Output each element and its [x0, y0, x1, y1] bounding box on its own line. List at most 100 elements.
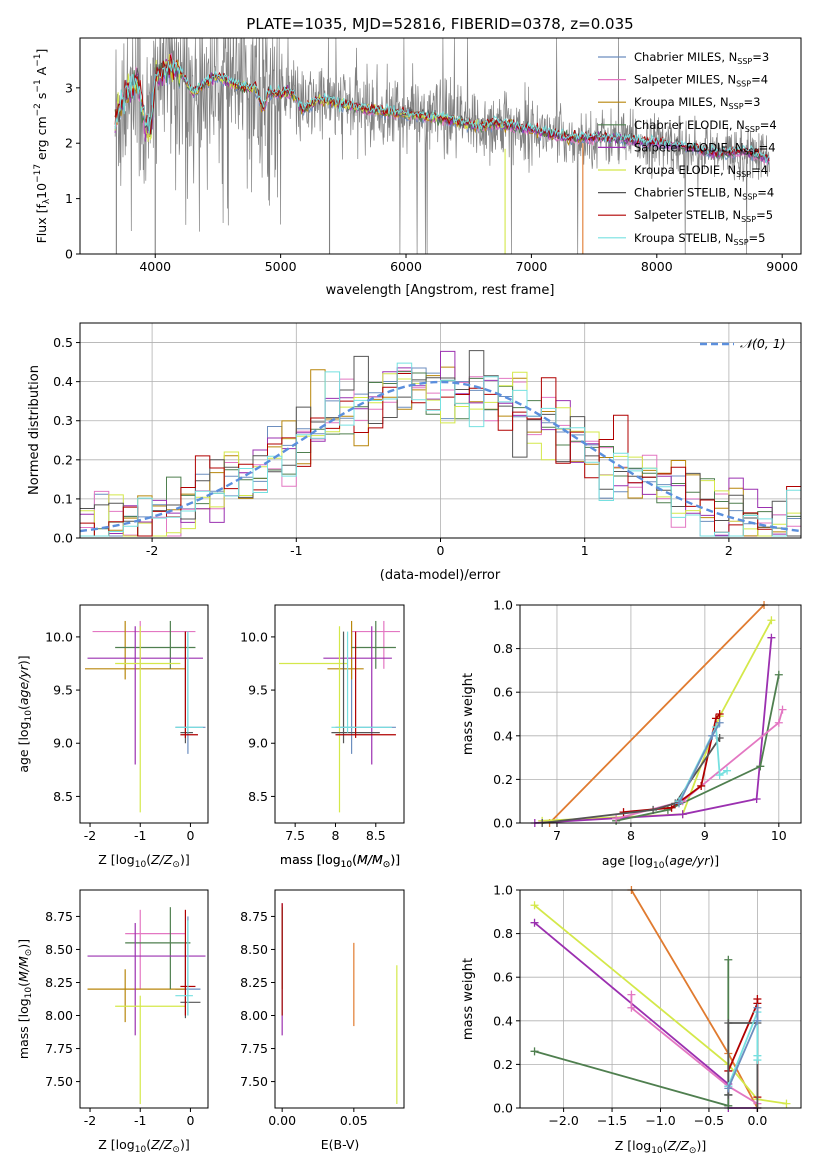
x-axis-label: mass [log10(M/M⊙)]	[280, 852, 400, 870]
point-marker	[723, 766, 732, 775]
series-line	[615, 674, 780, 822]
y-tick-label: 9.0	[53, 736, 73, 751]
x-tick-label: -1	[134, 1113, 146, 1128]
point-marker	[711, 714, 720, 723]
y-tick-label: 7.50	[240, 1074, 268, 1089]
series-line	[630, 994, 758, 1105]
point-marker	[612, 814, 621, 823]
point-marker	[753, 1003, 762, 1012]
x-tick-label: -2	[84, 1113, 96, 1128]
x-tick-label: -2	[84, 828, 96, 843]
plot-area	[87, 907, 206, 1105]
plot-area	[281, 903, 398, 1105]
y-axis-label: mass [log10(M/M⊙)]	[16, 939, 34, 1059]
y-tick-label: 0.0	[493, 816, 513, 831]
axes-frame	[79, 889, 209, 1109]
point-marker	[753, 1016, 762, 1025]
series-line	[678, 722, 721, 804]
x-tick-label: 7.5	[285, 828, 305, 843]
y-tick-label: 0.5	[53, 335, 73, 350]
point-marker	[697, 781, 706, 790]
y-tick-label: 8.25	[240, 975, 268, 990]
x-tick-label: 0	[186, 828, 194, 843]
x-tick-label: -1	[290, 543, 302, 558]
x-tick-label: 6000	[390, 259, 422, 274]
y-tick-label: 10.0	[45, 629, 73, 644]
legend-entry: Salpeter MILES, NSSP=4	[634, 73, 768, 89]
age-vs-metallicity-panel: -2 -1 0 8.5 9.0 9.5 10.0 Z [log10(Z/Z⊙)] age [lo…	[16, 604, 209, 870]
y-tick-label: 10.0	[240, 629, 268, 644]
series-line	[542, 737, 721, 824]
residual-histogram-panel: -2 -1 0 1 2 0.0 0.1 0.2 0.3 0.4 0.5 (data-model)/er…	[27, 322, 802, 583]
plot-area	[530, 886, 791, 1112]
y-tick-label: 7.75	[240, 1041, 268, 1056]
point-marker	[715, 771, 724, 780]
point-marker	[627, 990, 636, 999]
mass-vs-metallicity-panel: -2 -1 0 7.50 7.75 8.00 8.25 8.50 8.75 Z [log10(Z/…	[16, 889, 209, 1155]
x-axis-label: wavelength [Angstrom, rest frame]	[326, 283, 555, 298]
x-tick-label: 8	[331, 828, 339, 843]
legend-entry: Salpeter ELODIE, NSSP=4	[634, 140, 776, 156]
axes-frame	[274, 604, 405, 824]
y-axis-label: Flux [fλ10−17 erg cm−2 s−1 A−1]	[33, 49, 52, 244]
gaussian-reference	[79, 380, 802, 533]
x-tick-label: 7	[553, 828, 561, 843]
plot-area	[530, 601, 787, 827]
weight-vs-age-panel: 7 8 9 10 0.0 0.2 0.4 0.6 0.8 1.0 age [log10(age/yr…	[461, 598, 802, 871]
x-tick-label: 8	[627, 828, 635, 843]
point-marker	[530, 1047, 539, 1056]
histogram-chabrier-stelib	[80, 350, 801, 537]
x-tick-label: -2	[146, 543, 158, 558]
legend-entry: 𝒩(0, 1)	[740, 336, 786, 351]
x-axis-label: (data-model)/error	[380, 568, 501, 583]
series-line	[534, 637, 773, 824]
point-marker	[778, 705, 787, 714]
weight-vs-metallicity-panel: −2.0 −1.5 −1.0 −0.5 0.0 0.0 0.2 0.4 0.6 0.8 1.0 Z […	[461, 883, 802, 1156]
y-tick-label: 0	[65, 247, 73, 262]
x-tick-label: -1	[134, 828, 146, 843]
y-tick-label: 2	[65, 136, 73, 151]
point-marker	[774, 718, 783, 727]
x-tick-label: −1.0	[645, 1113, 675, 1128]
point-marker	[627, 1003, 636, 1012]
legend-entry: Salpeter STELIB, NSSP=5	[634, 208, 773, 224]
series-line	[548, 604, 765, 824]
point-marker	[678, 810, 687, 819]
x-tick-label: −1.5	[597, 1113, 627, 1128]
point-marker	[715, 718, 724, 727]
x-tick-label: 8.5	[366, 828, 386, 843]
series-line	[533, 922, 758, 1109]
y-tick-label: 9.0	[248, 736, 268, 751]
mass-vs-ebv-panel: 0.00 0.05 7.50 7.75 8.00 8.25 8.50 8.75 E(B-V)	[240, 889, 405, 1152]
legend-entry: Kroupa MILES, NSSP=3	[634, 95, 760, 111]
x-axis-label: Z [log10(Z/Z⊙)]	[98, 1137, 189, 1155]
y-tick-label: 9.5	[53, 683, 73, 698]
point-marker	[753, 995, 762, 1003]
histogram-kroupa-stelib	[80, 362, 801, 537]
y-tick-label: 7.75	[45, 1041, 73, 1056]
point-marker	[767, 633, 776, 642]
x-tick-label: −2.0	[548, 1113, 578, 1128]
series-line	[727, 1022, 759, 1108]
series-line	[623, 713, 721, 813]
histogram-salpeter-elodie	[80, 350, 801, 537]
point-marker	[782, 1099, 791, 1108]
y-tick-label: 0.0	[53, 531, 73, 546]
y-axis-label: Normed distribution	[27, 365, 42, 495]
x-axis-label: E(B-V)	[321, 1137, 360, 1152]
point-marker	[619, 808, 628, 817]
point-marker	[649, 805, 658, 814]
y-axis-label: age [log10(age/yr)]	[16, 655, 34, 772]
x-tick-label: 0	[186, 1113, 194, 1128]
plot-area	[279, 620, 400, 813]
y-tick-label: 0.3	[53, 413, 73, 428]
x-tick-label: 4000	[139, 259, 171, 274]
y-axis-label: mass weight	[461, 673, 476, 755]
point-marker	[756, 762, 765, 771]
y-tick-label: 8.5	[248, 789, 268, 804]
x-axis-label: mass [log10(M/M⊙)]	[280, 852, 400, 870]
y-tick-label: 0.2	[493, 772, 513, 787]
plot-area	[114, 37, 770, 255]
